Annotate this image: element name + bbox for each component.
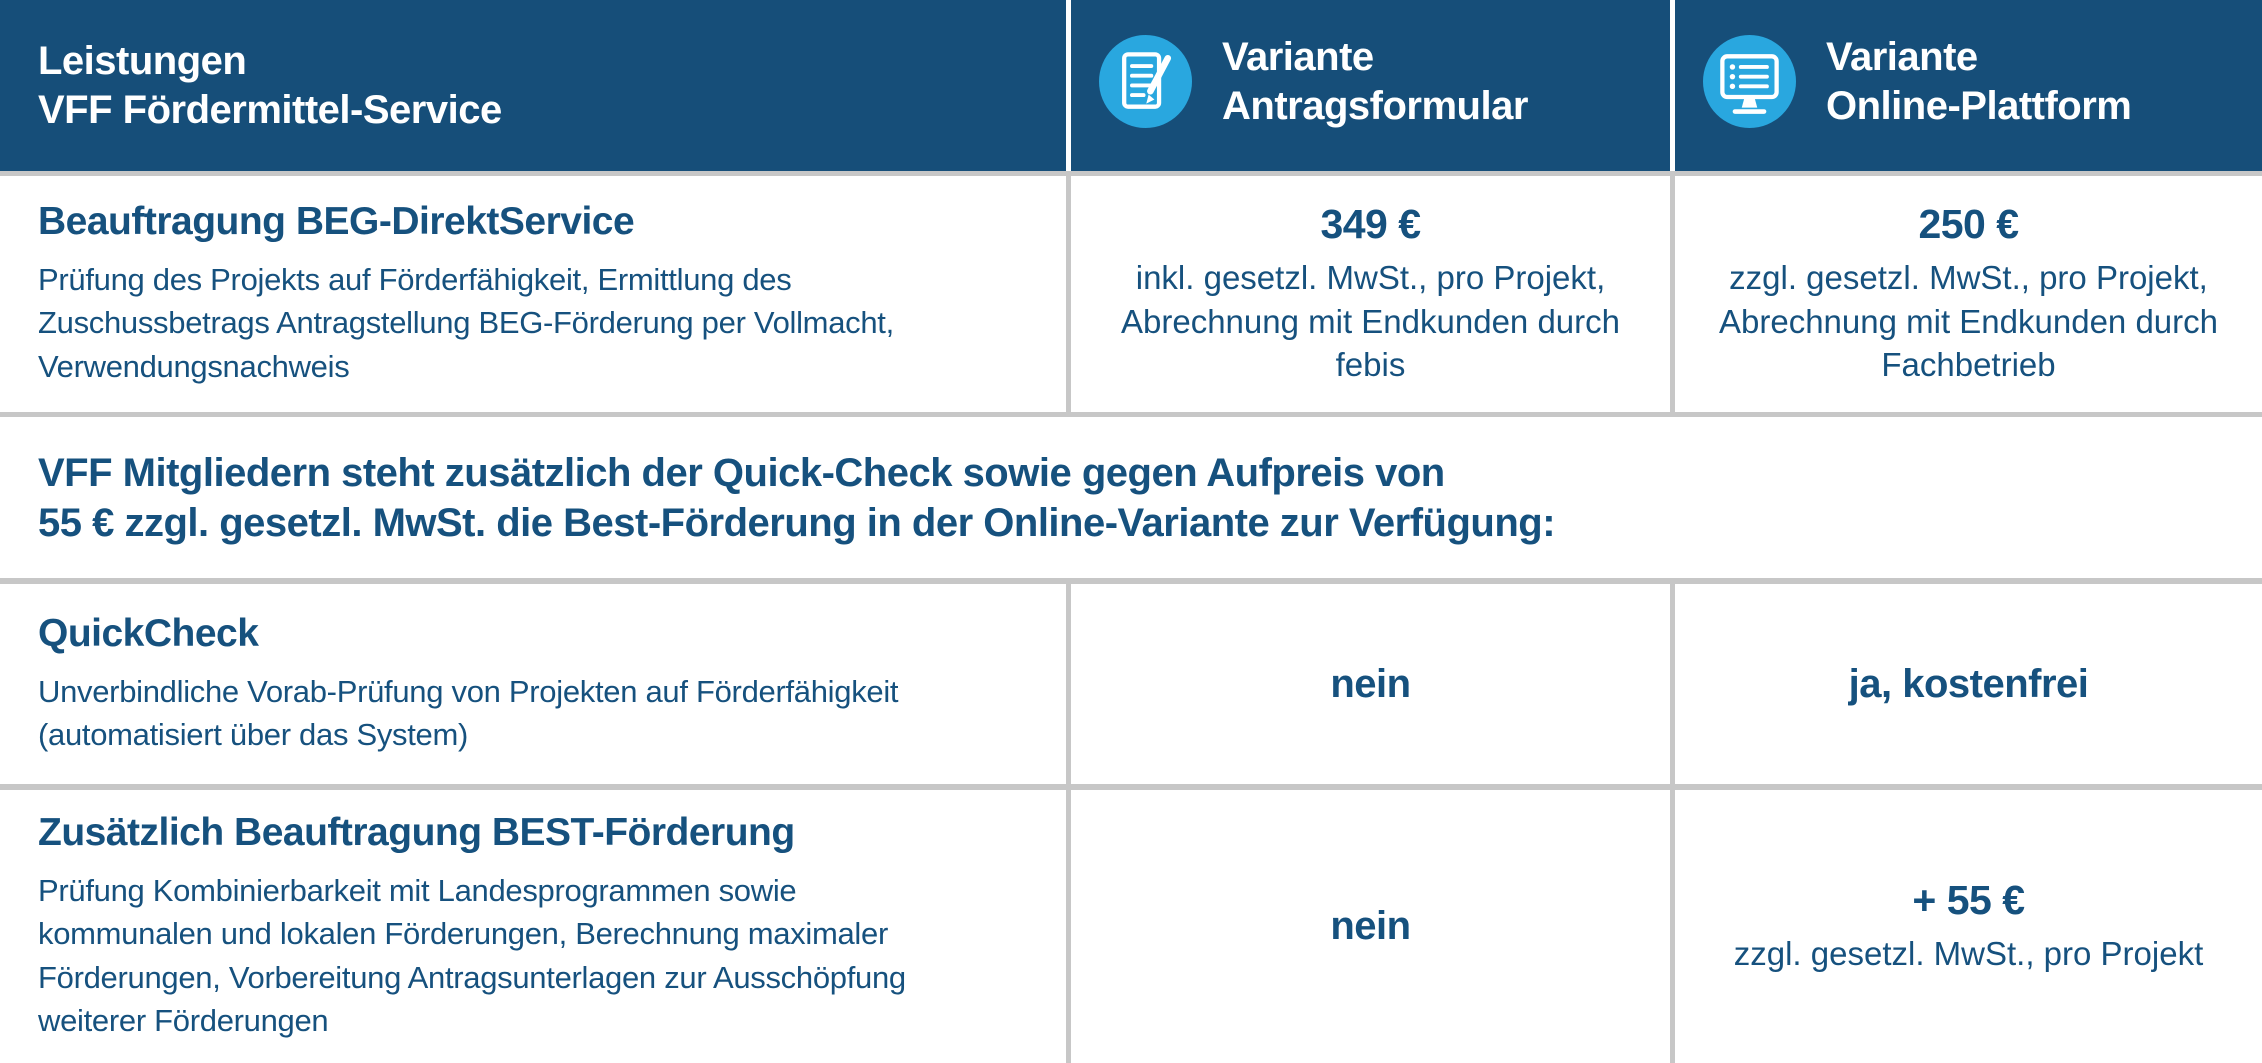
form-value-cell: nein	[1071, 790, 1670, 1063]
online-price-cell: 250 € zzgl. gesetzl. MwSt., pro Projekt,…	[1675, 176, 2262, 412]
form-value-cell: nein	[1071, 584, 1670, 784]
service-cell: Zusätzlich Beauftragung BEST-Förderung P…	[0, 790, 1066, 1063]
online-price-cell: + 55 € zzgl. gesetzl. MwSt., pro Projekt	[1675, 790, 2262, 1063]
availability-value: ja, kostenfrei	[1848, 661, 2089, 706]
price-note: inkl. gesetzl. MwSt., pro Projekt, Abrec…	[1121, 258, 1620, 384]
members-notice: VFF Mitgliedern steht zusätzlich der Qui…	[38, 450, 1556, 545]
header-cell-variante-online-plattform: Variante Online-Plattform	[1675, 0, 2262, 171]
service-cell: Beauftragung BEG-DirektService Prüfung d…	[0, 176, 1066, 412]
column-divider	[1670, 790, 1675, 1063]
price-note: zzgl. gesetzl. MwSt., pro Projekt, Abrec…	[1719, 258, 2218, 384]
row-title: Zusätzlich Beauftragung BEST-Förderung	[38, 810, 795, 854]
availability-value: nein	[1330, 904, 1411, 948]
header-column-gap	[1066, 0, 1071, 171]
column-divider	[1066, 790, 1071, 1063]
row-divider	[0, 171, 2262, 176]
online-value-cell: ja, kostenfrei	[1675, 584, 2262, 784]
price: 250 €	[1918, 200, 2019, 247]
variant-form-title: Variante Antragsformular	[1222, 34, 1528, 128]
table-row-beg-direktservice: Beauftragung BEG-DirektService Prüfung d…	[0, 176, 2262, 412]
header-column-gap	[1670, 0, 1675, 171]
table-row-quickcheck: QuickCheck Unverbindliche Vorab-Prüfung …	[0, 584, 2262, 784]
services-column-title: Leistungen VFF Fördermittel-Service	[38, 38, 502, 132]
row-title: Beauftragung BEG-DirektService	[38, 199, 635, 243]
service-cell: QuickCheck Unverbindliche Vorab-Prüfung …	[0, 584, 1066, 784]
form-price-cell: 349 € inkl. gesetzl. MwSt., pro Projekt,…	[1071, 176, 1670, 412]
price: 349 €	[1320, 200, 1421, 247]
row-title: QuickCheck	[38, 611, 259, 655]
row-description: Prüfung des Projekts auf Förderfähigkeit…	[38, 261, 894, 384]
header-cell-variante-antragsformular: Variante Antragsformular	[1071, 0, 1670, 171]
variant-online-title: Variante Online-Plattform	[1826, 34, 2132, 128]
column-divider	[1670, 176, 1675, 412]
price: + 55 €	[1912, 877, 2025, 924]
row-divider	[0, 578, 2262, 584]
row-description: Prüfung Kombinierbarkeit mit Landesprogr…	[38, 872, 906, 1038]
column-divider	[1670, 584, 1675, 784]
row-divider	[0, 784, 2262, 790]
table-header-row: Leistungen VFF Fördermittel-Service Vari…	[0, 0, 2262, 171]
row-description: Unverbindliche Vorab-Prüfung von Projekt…	[38, 673, 899, 752]
header-cell-leistungen: Leistungen VFF Fördermittel-Service	[0, 0, 1066, 171]
table-row-best-foerderung: Zusätzlich Beauftragung BEST-Förderung P…	[0, 790, 2262, 1063]
form-pencil-icon	[1099, 35, 1192, 128]
row-divider	[0, 412, 2262, 417]
column-divider	[1066, 584, 1071, 784]
column-divider	[1066, 176, 1071, 412]
price-note: zzgl. gesetzl. MwSt., pro Projekt	[1733, 935, 2204, 973]
monitor-list-icon	[1703, 35, 1796, 128]
availability-value: nein	[1330, 661, 1411, 706]
